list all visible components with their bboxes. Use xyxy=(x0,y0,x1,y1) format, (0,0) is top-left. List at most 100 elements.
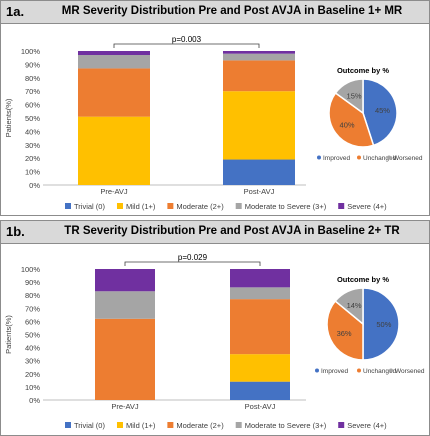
y-tick-label: 100% xyxy=(21,265,41,274)
y-tick-label: 20% xyxy=(25,154,40,163)
legend-label: Moderate to Severe (3+) xyxy=(245,202,327,211)
panel-mr-severity: 1a. MR Severity Distribution Pre and Pos… xyxy=(0,0,430,216)
y-tick-label: 60% xyxy=(25,317,40,326)
y-tick-label: 90% xyxy=(25,278,40,287)
bar-segment xyxy=(95,291,155,319)
pie-legend-label: Worsened xyxy=(393,155,423,162)
y-tick-label: 70% xyxy=(25,87,40,96)
tr-severity-chart: 0% 10% 20% 30% 40% 50% 60% 70% 80% 90% 100% Patient… xyxy=(4,253,425,430)
pie-legend-label: Unchanged xyxy=(363,155,397,162)
legend-label: Mild (1+) xyxy=(126,202,156,211)
pie-value-label: 36% xyxy=(337,329,352,338)
legend-label: Mild (1+) xyxy=(126,421,156,430)
panel-title: TR Severity Distribution Pre and Post AV… xyxy=(64,225,400,237)
legend-swatch xyxy=(116,422,123,428)
y-tick-label: 50% xyxy=(25,331,40,340)
pie-legend-swatch xyxy=(357,368,361,373)
pie-slice xyxy=(362,78,398,147)
legend-label: Moderate to Severe (3+) xyxy=(245,421,327,430)
y-axis-title: Patients(%) xyxy=(4,315,13,354)
bar-segment xyxy=(223,51,295,54)
bar-segment xyxy=(223,91,295,160)
legend-swatch xyxy=(167,203,174,209)
bar-segment xyxy=(95,318,155,400)
pie-legend-label: Worsened xyxy=(395,368,425,375)
p-value-label: p=0.003 xyxy=(172,35,202,44)
y-tick-label: 90% xyxy=(25,60,40,69)
y-tick-label: 30% xyxy=(25,357,40,366)
pie-value-label: 50% xyxy=(376,320,391,329)
pie-slice xyxy=(362,287,400,361)
y-tick-label: 80% xyxy=(25,291,40,300)
legend-swatch xyxy=(65,422,71,428)
panel-label: 1b. xyxy=(6,224,25,239)
pie-legend-label: Improved xyxy=(321,368,348,375)
x-tick-label: Post-AVJ xyxy=(244,187,275,196)
y-tick-label: 30% xyxy=(25,141,40,150)
bar-segment xyxy=(230,287,290,300)
pie-slice xyxy=(328,91,375,148)
y-tick-label: 80% xyxy=(25,74,40,83)
y-tick-label: 0% xyxy=(29,181,40,190)
pie-legend-swatch xyxy=(389,368,393,373)
panel-title: MR Severity Distribution Pre and Post AV… xyxy=(61,5,403,17)
pie-slice xyxy=(334,78,364,115)
x-tick-label: Pre-AVJ xyxy=(111,402,139,411)
legend-label: Trivial (0) xyxy=(74,202,105,211)
p-value-label: p=0.029 xyxy=(178,253,208,262)
bar-segment xyxy=(78,55,150,69)
y-tick-label: 40% xyxy=(25,344,40,353)
y-tick-label: 10% xyxy=(25,168,40,177)
legend-swatch xyxy=(65,203,71,209)
legend-label: Severe (4+) xyxy=(347,421,387,430)
pie-legend-swatch xyxy=(315,368,319,373)
legend-swatch xyxy=(235,203,242,209)
y-tick-label: 100% xyxy=(21,47,41,56)
pie-legend-swatch xyxy=(387,155,391,160)
legend-label: Moderate (2+) xyxy=(176,202,224,211)
legend-swatch xyxy=(338,203,345,209)
bar-segment xyxy=(230,381,290,400)
y-tick-label: 50% xyxy=(25,114,40,123)
pie-value-label: 40% xyxy=(340,121,355,130)
significance-bracket xyxy=(113,43,260,48)
pie-legend-swatch xyxy=(317,155,321,160)
pie-slice xyxy=(326,299,364,361)
bar-segment xyxy=(223,60,295,92)
legend-label: Moderate (2+) xyxy=(176,421,224,430)
bar-segment xyxy=(78,68,150,117)
bar-segment xyxy=(230,299,290,355)
y-tick-label: 20% xyxy=(25,370,40,379)
pie-legend-label: Unchanged xyxy=(363,368,397,375)
panel-header: 1b. TR Severity Distribution Pre and Pos… xyxy=(1,221,429,244)
legend-swatch xyxy=(338,422,345,428)
mr-severity-chart: 0% 10% 20% 30% 40% 50% 60% 70% 80% 90% 100% Patient… xyxy=(4,35,423,211)
bar-segment xyxy=(78,51,150,56)
panel-label: 1a. xyxy=(6,4,25,19)
bar-segment xyxy=(78,116,150,185)
legend-label: Severe (4+) xyxy=(347,202,387,211)
bar-segment xyxy=(223,159,295,185)
x-tick-label: Post-AVJ xyxy=(245,402,276,411)
y-axis-title: Patients(%) xyxy=(4,98,13,137)
pie-title: Outcome by % xyxy=(337,275,389,284)
legend-label: Trivial (0) xyxy=(74,421,105,430)
y-tick-label: 60% xyxy=(25,101,40,110)
legend-swatch xyxy=(116,203,123,209)
pie-title: Outcome by % xyxy=(337,66,389,75)
legend-swatch xyxy=(235,422,242,428)
bar-segment xyxy=(230,269,290,288)
legend-swatch xyxy=(167,422,174,428)
y-tick-label: 40% xyxy=(25,127,40,136)
panel-tr-severity: 1b. TR Severity Distribution Pre and Pos… xyxy=(0,220,430,436)
y-tick-label: 70% xyxy=(25,304,40,313)
x-tick-label: Pre-AVJ xyxy=(100,187,128,196)
bar-segment xyxy=(95,269,155,292)
bar-segment xyxy=(230,354,290,382)
panel-header: 1a. MR Severity Distribution Pre and Pos… xyxy=(1,1,429,24)
significance-bracket xyxy=(124,261,261,266)
pie-value-label: 45% xyxy=(375,106,390,115)
y-tick-label: 0% xyxy=(29,396,40,405)
y-tick-label: 10% xyxy=(25,383,40,392)
pie-legend-swatch xyxy=(357,155,361,160)
